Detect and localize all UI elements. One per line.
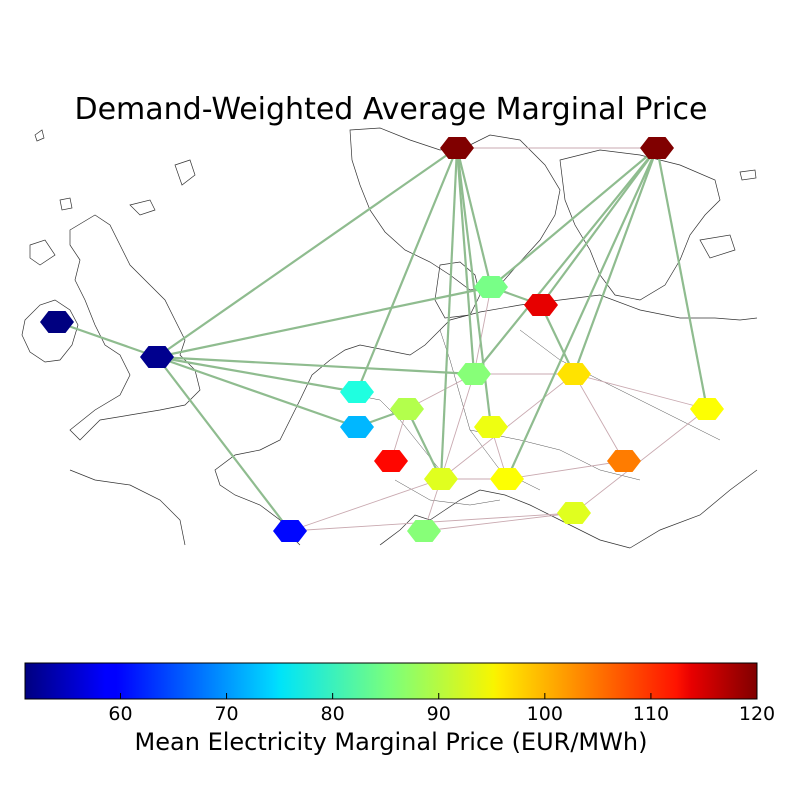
ac-line-DE-CH [440, 373, 475, 480]
price-node-be [340, 416, 374, 438]
colorbar-tick-label: 60 [108, 703, 133, 725]
price-node-es [273, 520, 307, 542]
price-node-lt [690, 398, 724, 420]
colorbar-tick-label: 110 [632, 703, 670, 725]
dc-link-IE-GB [56, 320, 158, 359]
colorbar-tick-label: 80 [320, 703, 345, 725]
dc-link-LU-CH [406, 408, 442, 480]
ac-line-AT-HU [506, 460, 625, 480]
price-node-ie [40, 311, 74, 333]
price-node-at [490, 468, 524, 490]
price-nodes [40, 137, 724, 542]
price-node-de [457, 363, 491, 385]
price-node-gb [140, 346, 174, 368]
price-node-si [557, 502, 591, 524]
price-node-it [407, 520, 441, 542]
price-node-nl [340, 381, 374, 403]
ac-line-PL-LT [573, 373, 708, 410]
colorbar-gradient [24, 662, 758, 700]
colorbar-ticks [119, 693, 758, 699]
map-title: Demand-Weighted Average Marginal Price [74, 92, 708, 127]
price-node-no [440, 137, 474, 159]
price-node-cz [474, 416, 508, 438]
price-node-lu [390, 398, 424, 420]
dc-link-FI-DE [473, 147, 658, 375]
colorbar-tick-label: 100 [526, 703, 563, 725]
price-node-ch [424, 468, 458, 490]
dc-link-NO-DE [455, 147, 476, 375]
dc-link-GB-NL [156, 355, 358, 394]
dc-link-NO-NL [355, 147, 459, 393]
colorbar-label: Mean Electricity Marginal Price (EUR/MWh… [134, 728, 648, 756]
dc-link-NO-DK [455, 147, 493, 288]
dc-link-FI-LT [655, 147, 709, 410]
price-node-hu [607, 450, 641, 472]
dc-link-GB-NO [156, 147, 458, 358]
dc-link-FI-AT [505, 147, 659, 480]
dc-links [56, 147, 709, 532]
ac-line-ES-CH [289, 478, 442, 532]
price-node-dk [474, 276, 508, 298]
dc-link-FI-DK [490, 147, 658, 288]
dc-link-GB-ES [156, 356, 291, 532]
dc-link-SE-S-PL [540, 304, 575, 375]
price-node-fi [640, 137, 674, 159]
dc-link-NO-CH [439, 147, 459, 480]
dc-link-GB-DK [156, 285, 492, 359]
colorbar-tick-label: 90 [426, 703, 451, 725]
colorbar-tick-label: 70 [214, 703, 239, 725]
price-node-pl [557, 363, 591, 385]
coastlines [21, 127, 758, 549]
colorbar [24, 662, 758, 700]
dc-link-FI-SE-S [540, 147, 658, 306]
dc-link-FI-PL [572, 147, 659, 375]
ac-line-IT-SI [423, 512, 575, 532]
dc-link-GB-DE [156, 355, 475, 376]
price-node-se-s [524, 294, 558, 316]
ac-line-DE-DK [473, 286, 492, 375]
ac-line-PL-HU [573, 373, 625, 462]
dc-link-GB-BE [156, 355, 358, 429]
price-node-fr [374, 450, 408, 472]
colorbar-tick-label: 120 [738, 703, 776, 725]
